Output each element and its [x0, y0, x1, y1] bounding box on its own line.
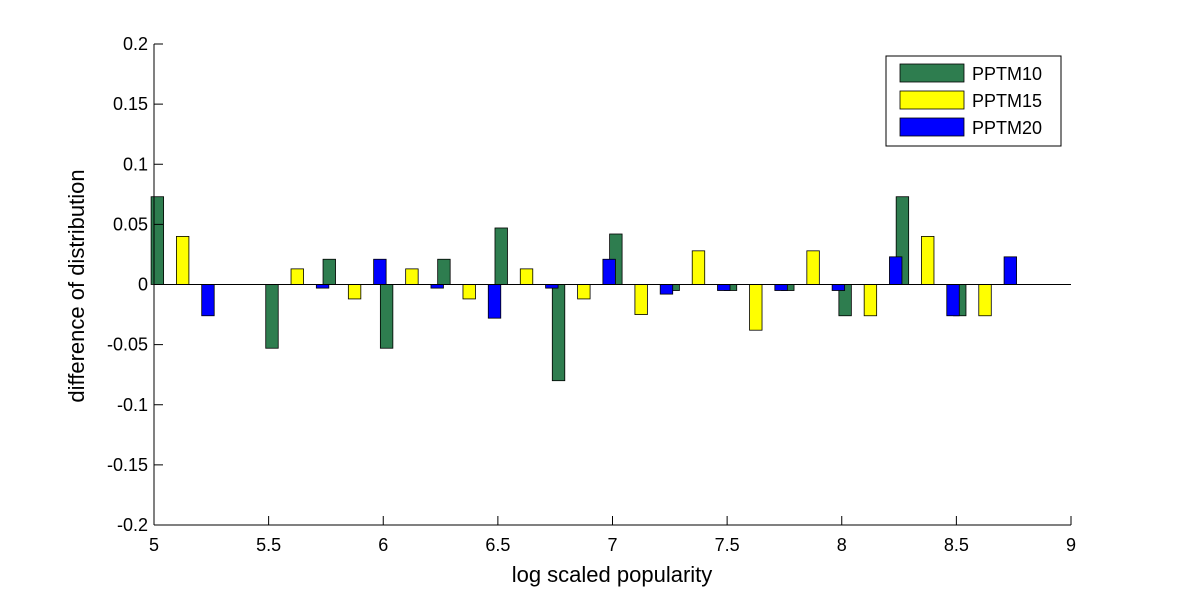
y-axis-title: difference of distribution: [64, 169, 89, 402]
bar-pptm20-8: [717, 284, 731, 291]
legend-label-pptm10: PPTM10: [972, 64, 1042, 84]
bar-pptm20-2: [373, 258, 387, 285]
x-tick-label: 7.5: [715, 535, 740, 555]
bar-pptm10-1: [265, 284, 279, 349]
bar-pptm20-10: [831, 284, 846, 291]
bar-pptm20-11: [889, 256, 903, 285]
y-tick-label: 0.1: [123, 154, 148, 174]
bar-pptm20-13: [1003, 256, 1017, 285]
bar-pptm20-7: [659, 284, 674, 295]
bar-pptm15-7: [634, 284, 648, 315]
x-tick-label: 9: [1066, 535, 1076, 555]
bar-pptm20-0: [201, 284, 215, 317]
x-tick-label: 5: [149, 535, 159, 555]
bar-pptm15-5: [519, 268, 534, 285]
x-axis-title: log scaled popularity: [512, 562, 713, 587]
bar-pptm20-3: [430, 284, 444, 289]
y-tick-label: -0.15: [107, 455, 148, 475]
bar-pptm15-9: [749, 284, 763, 331]
bar-pptm10-4: [437, 258, 451, 285]
bar-pptm15-11: [863, 284, 878, 317]
y-tick-label: 0.05: [113, 214, 148, 234]
axes-group: 5 5.5 6 6.5 7 7.5 8 8.5 9 -0.2 -0.15 -0.1 -0.05 0 0.05…: [107, 34, 1076, 555]
bars-group: [150, 196, 1017, 382]
bar-pptm10-0: [150, 196, 165, 285]
bar-pptm15-3: [405, 268, 419, 285]
bar-pptm20-4: [487, 284, 502, 319]
x-tick-label: 5.5: [256, 535, 281, 555]
y-tick-label: 0.15: [113, 94, 148, 114]
x-tick-label: 8: [837, 535, 847, 555]
bar-pptm15-4: [462, 284, 476, 300]
bar-pptm10-2: [322, 258, 336, 285]
x-tick-label: 6.5: [485, 535, 510, 555]
bar-pptm20-12: [946, 284, 960, 317]
bar-pptm15-2: [347, 284, 362, 300]
legend-label-pptm20: PPTM20: [972, 118, 1042, 138]
y-tick-label: -0.2: [117, 515, 148, 535]
legend-label-pptm15: PPTM15: [972, 91, 1042, 111]
bar-pptm15-0: [176, 235, 190, 285]
bar-pptm15-8: [691, 250, 706, 285]
bar-pptm20-9: [774, 284, 788, 291]
x-tick-label: 8.5: [944, 535, 969, 555]
bar-pptm20-6: [602, 258, 616, 285]
y-tick-label: 0.2: [123, 34, 148, 54]
bar-pptm15-6: [577, 284, 591, 300]
x-tick-label: 6: [378, 535, 388, 555]
y-tick-label: -0.05: [107, 335, 148, 355]
legend: PPTM10 PPTM15 PPTM20: [885, 55, 1062, 147]
legend-swatch-pptm10: [899, 63, 965, 83]
bar-pptm10-6: [551, 284, 566, 382]
legend-swatch-pptm20: [899, 117, 965, 137]
legend-swatch-pptm15: [899, 90, 965, 110]
bar-pptm15-13: [978, 284, 992, 317]
y-tick-label: -0.1: [117, 395, 148, 415]
bar-pptm10-5: [494, 227, 508, 285]
bar-pptm15-1: [290, 268, 304, 285]
bar-pptm10-3: [379, 284, 394, 349]
y-tick-label: 0: [138, 275, 148, 295]
bar-pptm15-12: [921, 235, 935, 285]
bar-pptm15-10: [806, 250, 820, 285]
x-tick-label: 7: [607, 535, 617, 555]
bar-pptm20-1: [315, 284, 330, 289]
bar-pptm20-5: [545, 284, 559, 289]
